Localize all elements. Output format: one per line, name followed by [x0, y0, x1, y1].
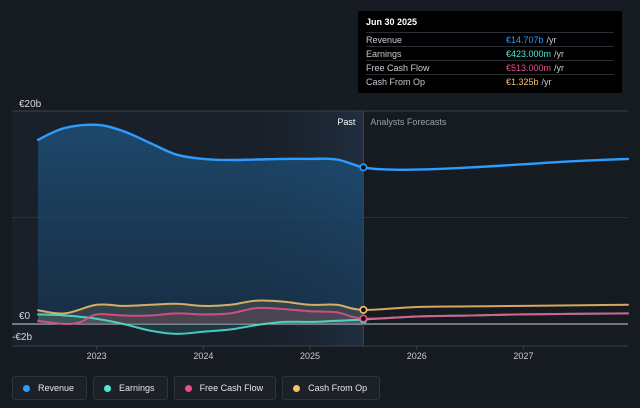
tooltip-row-value: €423.000m: [506, 48, 552, 59]
x-axis-tick-label: 2024: [193, 351, 213, 361]
tooltip-row-value: €1.325b: [506, 76, 539, 87]
legend: Revenue Earnings Free Cash Flow Cash Fro…: [12, 376, 381, 400]
earnings-area: [38, 314, 364, 334]
tooltip-row-value: €513.000m: [506, 62, 552, 73]
tooltip-row-name: Cash From Op: [366, 76, 426, 87]
free-cash-flow-dot-icon: [184, 384, 192, 392]
tooltip-row-unit: /yr: [541, 76, 552, 87]
revenue-point: [359, 163, 368, 172]
revenue-line: [36, 123, 630, 172]
legend-item-earnings[interactable]: Earnings: [93, 376, 168, 400]
cash-from-op-dot-icon: [293, 384, 301, 392]
tooltip-row-name: Earnings: [366, 48, 402, 59]
revenue-dot-icon: [23, 384, 30, 392]
x-axis-tick-label: 2027: [513, 351, 533, 361]
legend-label: Revenue: [38, 383, 75, 393]
legend-item-free-cash-flow[interactable]: Free Cash Flow: [173, 376, 277, 400]
tooltip-row-earnings: Earnings €423.000m /yr: [366, 46, 614, 60]
tooltip-row-name: Revenue: [366, 34, 403, 45]
tooltip-title: Jun 30 2025: [366, 17, 418, 27]
revenue-area: [38, 124, 364, 324]
legend-item-cash-from-op[interactable]: Cash From Op: [282, 376, 381, 400]
tooltip-row-value: €14.707b: [506, 34, 544, 45]
x-axis-tick-label: 2025: [300, 351, 320, 361]
free-cash-flow-point: [359, 314, 368, 323]
tooltip-row-name: Free Cash Flow: [366, 62, 430, 73]
legend-item-revenue[interactable]: Revenue: [12, 376, 88, 400]
legend-label: Cash From Op: [308, 383, 368, 393]
legend-label: Earnings: [119, 383, 155, 393]
x-axis-tick-label: 2026: [407, 351, 427, 361]
forecast-label: Analysts Forecasts: [370, 117, 447, 127]
earnings-dot-icon: [104, 384, 112, 392]
y-axis-tick-label: €0: [19, 311, 31, 322]
y-axis-tick-label: €20b: [19, 99, 42, 110]
legend-label: Free Cash Flow: [199, 383, 264, 393]
tooltip-row-cash-from-op: Cash From Op €1.325b /yr: [366, 74, 614, 88]
tooltip-row-free-cash-flow: Free Cash Flow €513.000m /yr: [366, 60, 614, 74]
tooltip-row-unit: /yr: [554, 62, 565, 73]
cash-from-op-line: [37, 299, 629, 315]
cash-from-op-point: [359, 305, 368, 314]
y-axis-tick-label: -€2b: [12, 332, 32, 343]
tooltip-row-unit: /yr: [554, 48, 565, 59]
tooltip-row-unit: /yr: [546, 34, 557, 45]
past-label: Past: [337, 117, 356, 127]
tooltip: Jun 30 2025 Revenue €14.707b /yr Earning…: [358, 11, 622, 93]
free-cash-flow-area: [38, 307, 364, 325]
free-cash-flow-line: [37, 306, 629, 326]
x-axis-tick-label: 2023: [87, 351, 107, 361]
tooltip-row-revenue: Revenue €14.707b /yr: [366, 32, 614, 46]
